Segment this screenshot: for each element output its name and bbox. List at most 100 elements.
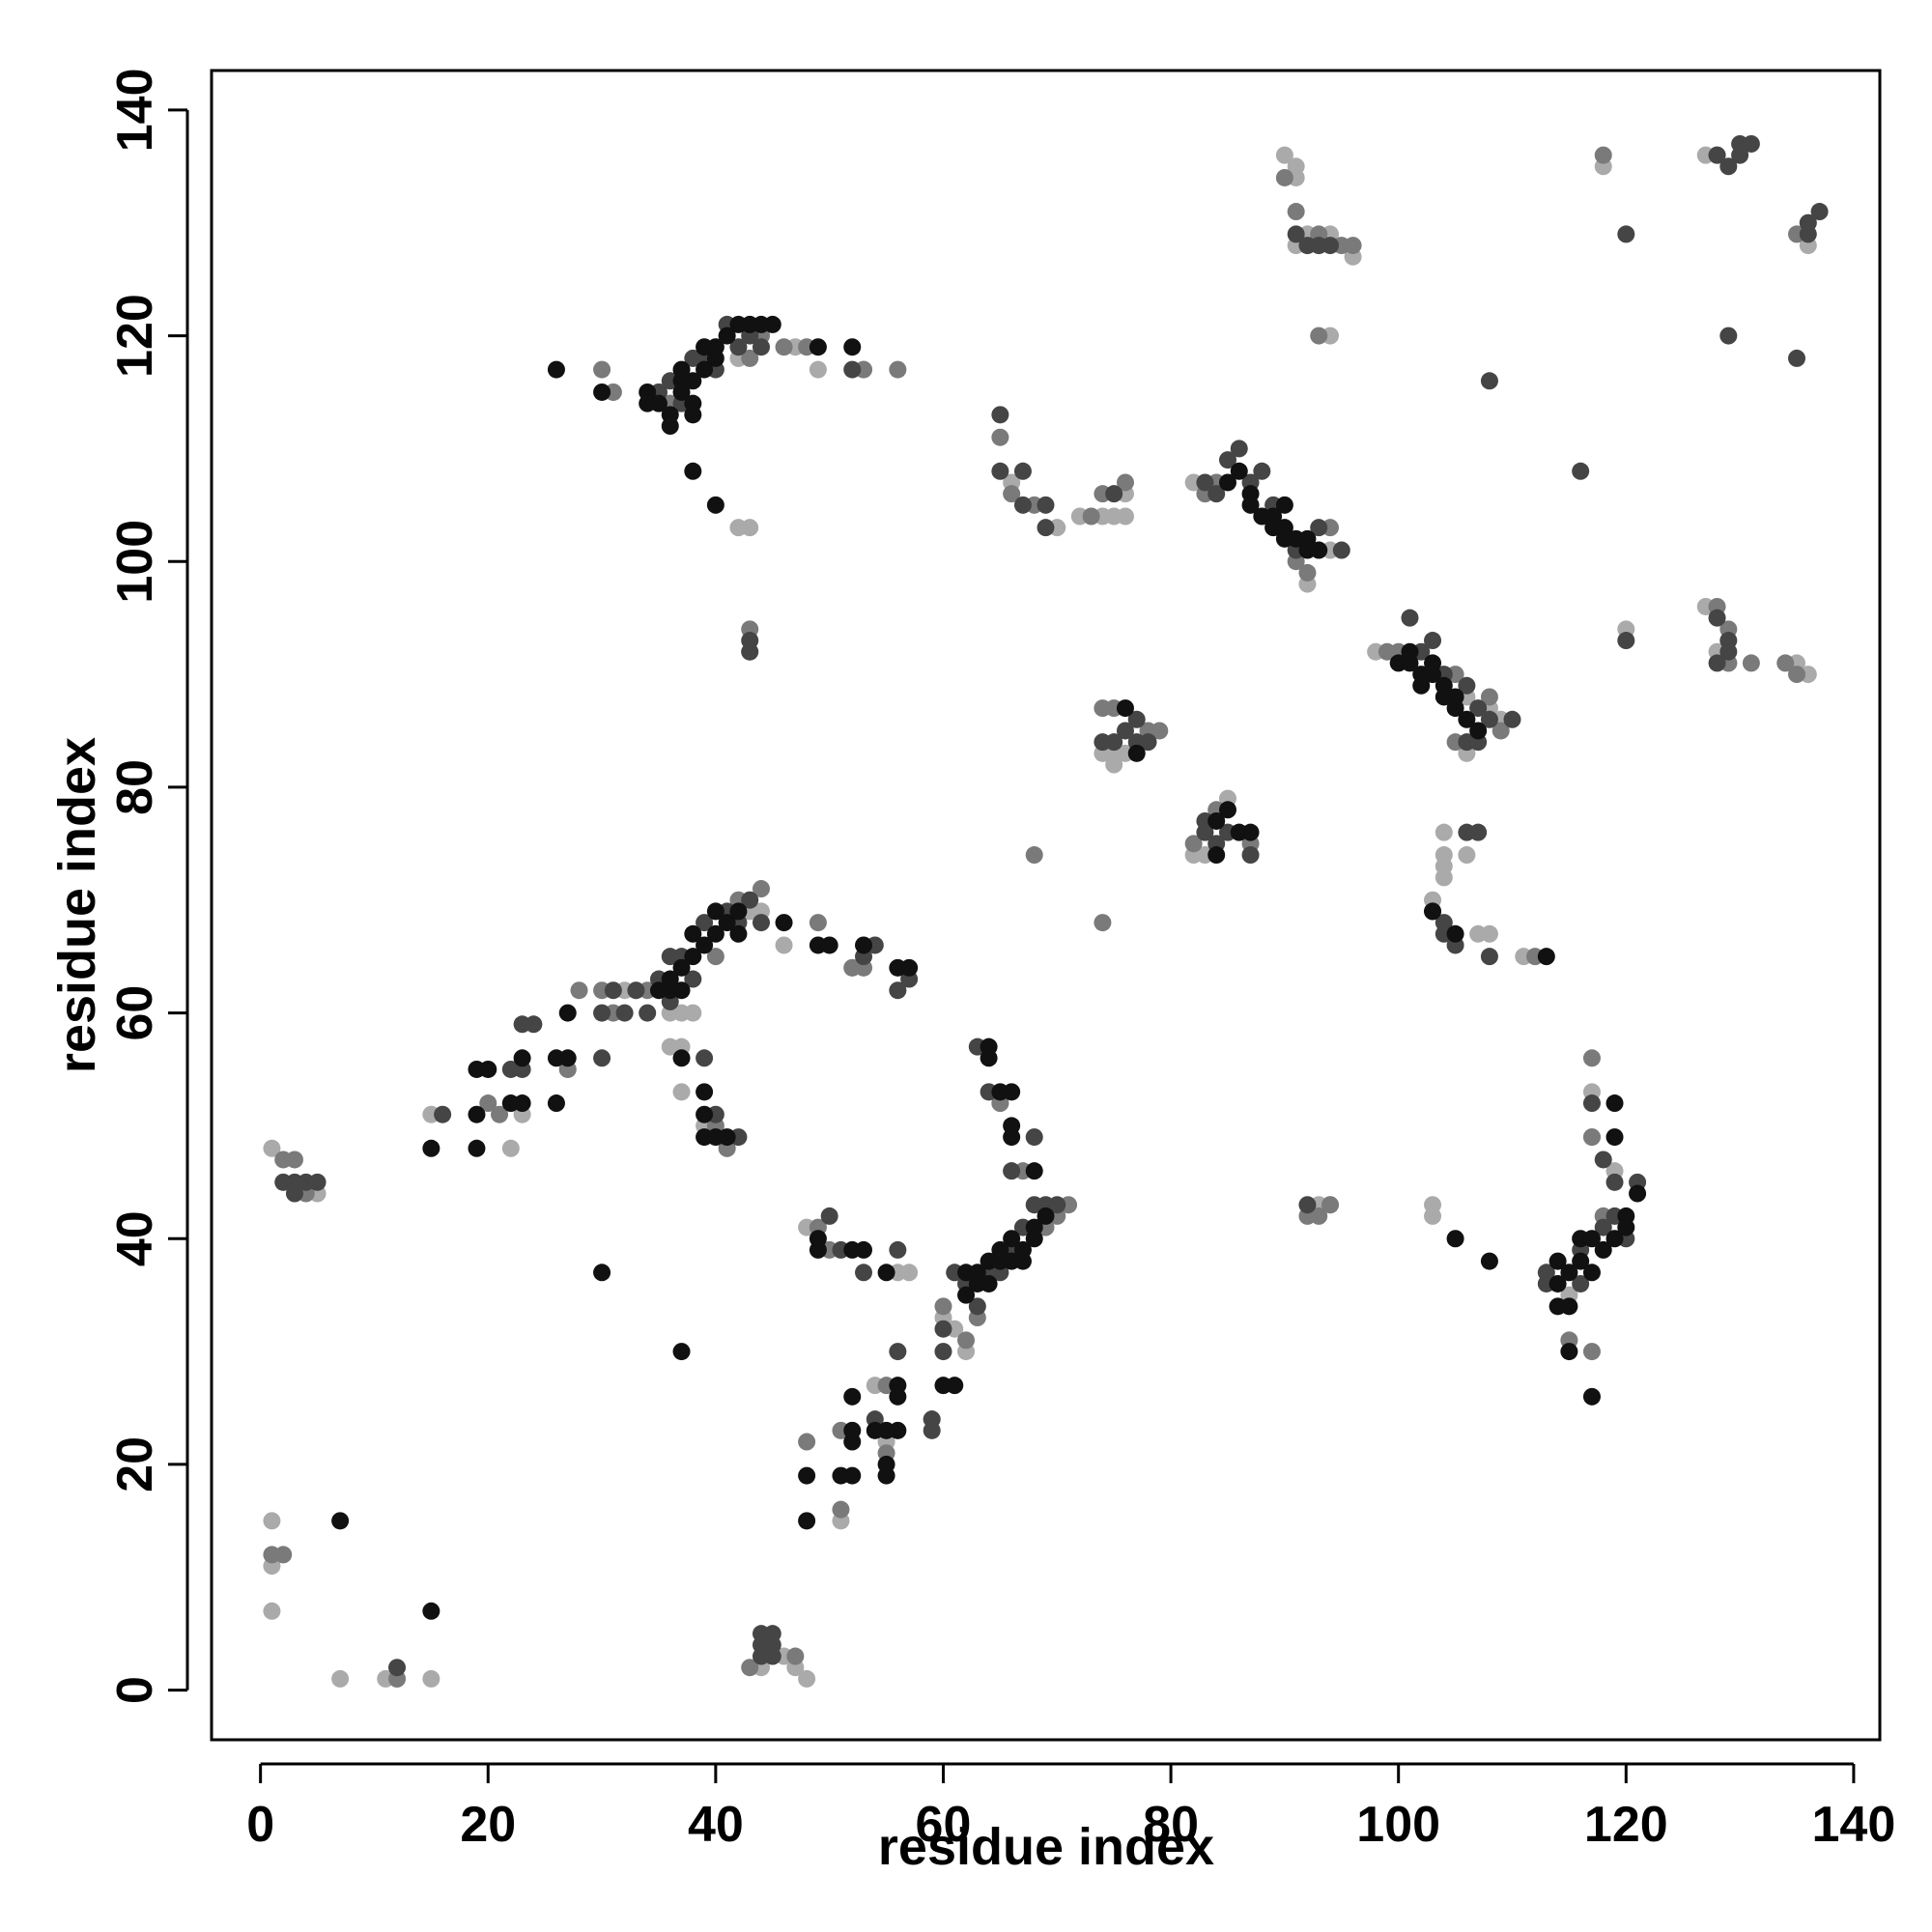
contact-point bbox=[331, 1512, 350, 1530]
contact-point bbox=[1594, 146, 1612, 164]
contact-point bbox=[1196, 823, 1214, 841]
contact-point bbox=[684, 406, 702, 424]
contact-point bbox=[718, 327, 736, 345]
contact-point bbox=[1013, 462, 1032, 480]
x-tick-label: 100 bbox=[1356, 1797, 1440, 1853]
contact-point bbox=[1742, 134, 1760, 153]
contact-point bbox=[593, 360, 611, 379]
contact-point bbox=[672, 1083, 691, 1101]
contact-point bbox=[1446, 924, 1464, 943]
contact-point bbox=[661, 1037, 679, 1056]
contact-point bbox=[558, 1004, 577, 1022]
contact-point bbox=[1184, 835, 1203, 853]
contact-point bbox=[741, 519, 759, 537]
contact-point bbox=[1469, 699, 1488, 718]
contact-point bbox=[285, 1151, 303, 1169]
contact-point bbox=[1013, 1252, 1032, 1270]
contact-point bbox=[1560, 1264, 1578, 1282]
contact-point bbox=[752, 338, 770, 356]
contact-point bbox=[1742, 654, 1760, 672]
contact-point bbox=[1480, 372, 1498, 390]
contact-point bbox=[991, 1240, 1009, 1259]
contact-point bbox=[763, 1625, 781, 1643]
contact-point bbox=[1037, 496, 1055, 514]
contact-point bbox=[593, 1049, 611, 1067]
contact-point bbox=[1196, 473, 1214, 492]
contact-point bbox=[1446, 1230, 1464, 1248]
contact-point bbox=[1332, 541, 1350, 559]
contact-point bbox=[820, 1207, 838, 1225]
y-tick-label: 40 bbox=[107, 1210, 163, 1266]
contact-point bbox=[1594, 1218, 1612, 1236]
contact-point bbox=[980, 1049, 998, 1067]
contact-point bbox=[468, 1139, 486, 1157]
contact-point bbox=[1799, 225, 1817, 243]
contact-point bbox=[1424, 1207, 1442, 1225]
contact-point bbox=[1003, 1128, 1021, 1147]
contact-point bbox=[422, 1139, 440, 1157]
contact-point bbox=[1719, 157, 1738, 176]
contact-point bbox=[684, 948, 702, 966]
contact-point bbox=[843, 1421, 862, 1439]
contact-point bbox=[1037, 519, 1055, 537]
contact-point bbox=[1503, 710, 1521, 728]
contact-point bbox=[934, 1343, 952, 1361]
contact-point bbox=[1208, 485, 1226, 503]
contact-point bbox=[1105, 733, 1123, 752]
contact-point bbox=[1458, 676, 1476, 695]
contact-point bbox=[889, 360, 907, 379]
contact-point bbox=[684, 1004, 702, 1022]
contact-point bbox=[1617, 225, 1635, 243]
contact-point bbox=[684, 970, 702, 988]
contact-point bbox=[1127, 710, 1146, 728]
contact-point bbox=[889, 1343, 907, 1361]
contact-point bbox=[1458, 846, 1476, 865]
contact-point bbox=[547, 1094, 565, 1113]
contact-point bbox=[1401, 642, 1419, 661]
contact-point bbox=[1582, 1387, 1601, 1406]
contact-point bbox=[639, 1004, 657, 1022]
x-tick-label: 60 bbox=[916, 1797, 972, 1853]
contact-point bbox=[1105, 485, 1123, 503]
y-tick-label: 140 bbox=[107, 69, 163, 153]
contact-point bbox=[1617, 1218, 1635, 1236]
contact-point bbox=[672, 981, 691, 1000]
contact-point bbox=[1788, 666, 1806, 684]
contact-point bbox=[741, 891, 759, 909]
contact-point bbox=[1776, 654, 1795, 672]
contact-point bbox=[1594, 1151, 1612, 1169]
contact-point bbox=[1218, 451, 1236, 469]
contact-point bbox=[696, 360, 714, 379]
x-tick-label: 120 bbox=[1584, 1797, 1668, 1853]
contact-point bbox=[1003, 1162, 1021, 1180]
contact-point bbox=[1003, 485, 1021, 503]
contact-point bbox=[889, 981, 907, 1000]
contact-point bbox=[468, 1105, 486, 1123]
contact-point bbox=[263, 1602, 281, 1620]
contact-point bbox=[1424, 632, 1442, 650]
contact-point bbox=[763, 1647, 781, 1665]
contact-point bbox=[1424, 654, 1442, 672]
contact-point bbox=[1560, 1297, 1578, 1316]
contact-point bbox=[798, 1466, 816, 1485]
contact-point bbox=[1105, 755, 1123, 774]
contact-point bbox=[1287, 203, 1305, 221]
contact-point bbox=[706, 496, 724, 514]
y-tick-label: 120 bbox=[107, 294, 163, 378]
contact-point bbox=[706, 902, 724, 921]
contact-point bbox=[308, 1173, 327, 1191]
contact-point bbox=[513, 1049, 531, 1067]
contact-point bbox=[957, 1286, 976, 1304]
contact-point bbox=[775, 936, 793, 954]
contact-point bbox=[809, 1240, 827, 1259]
contact-point bbox=[593, 1264, 611, 1282]
contact-point bbox=[741, 1659, 759, 1677]
y-tick-label: 20 bbox=[107, 1436, 163, 1492]
contact-point bbox=[1594, 1240, 1612, 1259]
contact-point bbox=[1253, 462, 1271, 480]
contact-point bbox=[820, 936, 838, 954]
contact-point bbox=[570, 981, 588, 1000]
contact-point bbox=[1458, 710, 1476, 728]
contact-point bbox=[889, 1377, 907, 1395]
